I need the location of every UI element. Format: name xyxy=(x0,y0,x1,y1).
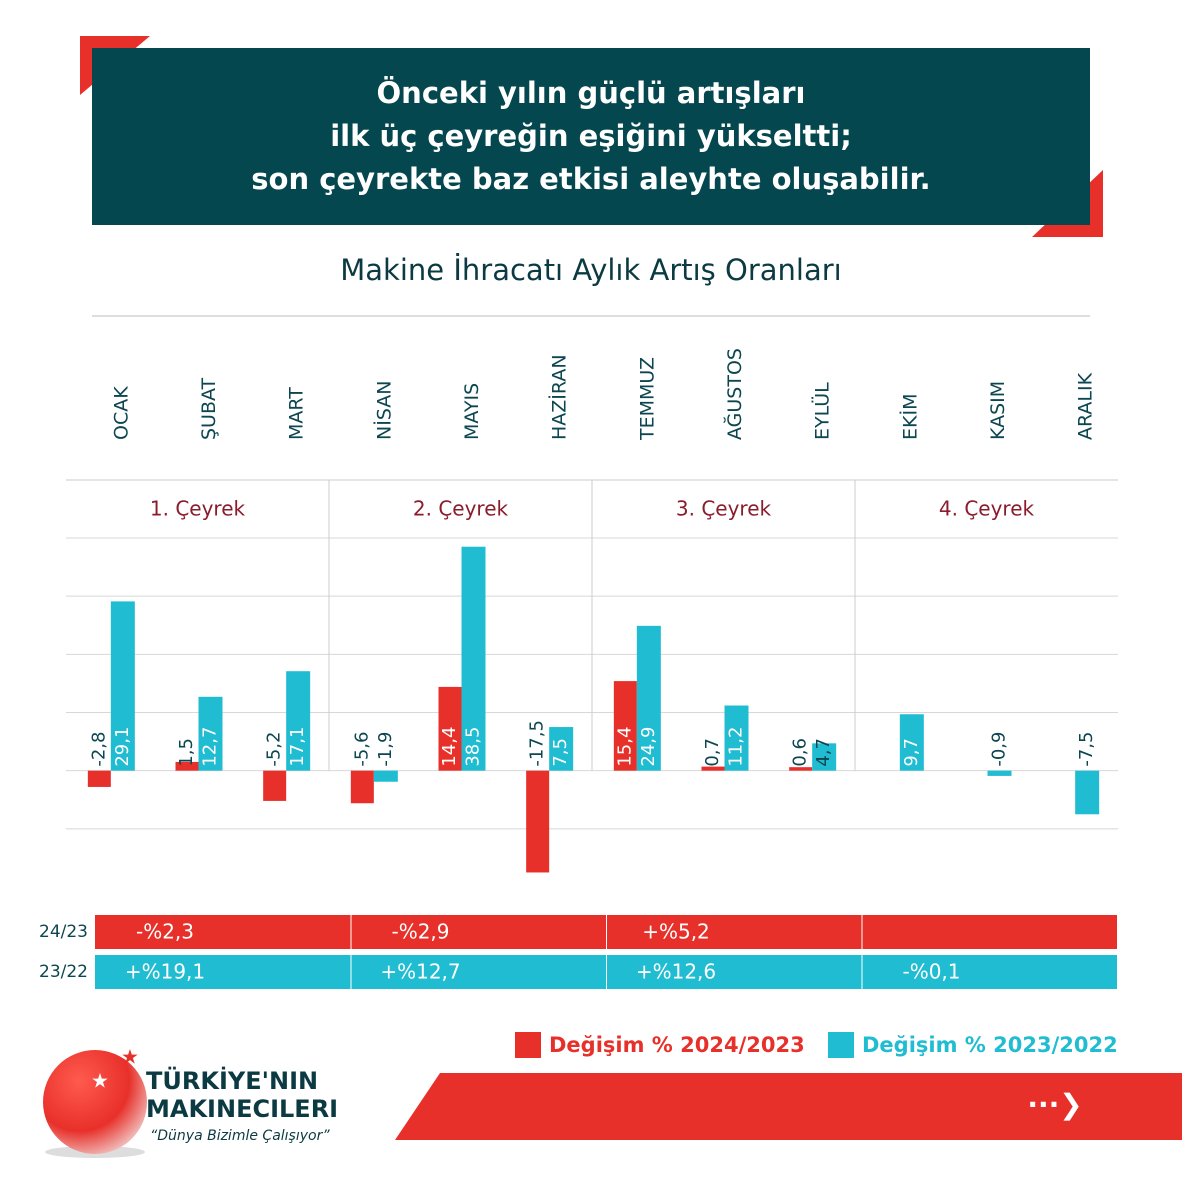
value-label: 9,7 xyxy=(901,738,922,767)
bar xyxy=(461,546,486,771)
row-label: 24/23 xyxy=(39,922,88,942)
bar xyxy=(899,714,924,771)
header-box xyxy=(92,48,1090,225)
x-tick-label: HAZİRAN xyxy=(548,354,571,440)
quarter-label: 1. Çeyrek xyxy=(150,497,246,521)
bar xyxy=(1075,770,1100,815)
x-tick-label: NİSAN xyxy=(372,381,395,440)
summary-value: -%2,3 xyxy=(136,920,194,944)
value-label: 14,4 xyxy=(439,727,460,767)
legend-label: Değişim % 2023/2022 xyxy=(862,1033,1118,1057)
bar xyxy=(724,705,749,771)
value-label: 15,4 xyxy=(614,727,635,767)
logo-text: MAKINECILERI xyxy=(146,1095,338,1123)
value-label: -1,9 xyxy=(375,732,396,767)
value-label: 11,2 xyxy=(726,727,747,767)
bar xyxy=(636,625,661,771)
value-label: 0,7 xyxy=(702,738,723,767)
bar xyxy=(987,770,1012,776)
quarter-label: 3. Çeyrek xyxy=(676,497,772,521)
summary-value: -%2,9 xyxy=(391,920,449,944)
value-label: 29,1 xyxy=(112,727,133,767)
nav-bar xyxy=(395,1073,1182,1140)
plot: 1. Çeyrek 2. Çeyrek 3. Çeyrek 4. Çeyrek OCAK… xyxy=(39,348,1118,1058)
legend-swatch xyxy=(828,1032,854,1058)
summary-cell xyxy=(862,955,1117,989)
summary-cell xyxy=(862,915,1117,949)
bar xyxy=(526,770,550,873)
row-label: 23/22 xyxy=(39,962,88,982)
summary-cell xyxy=(351,955,606,989)
value-label: 24,9 xyxy=(638,727,659,767)
bar xyxy=(175,761,199,771)
quarter-label: 4. Çeyrek xyxy=(939,497,1035,521)
summary-value: +%5,2 xyxy=(642,920,710,944)
value-label: 7,5 xyxy=(550,738,571,767)
x-tick-label: ŞUBAT xyxy=(198,377,220,440)
x-tick-label: ARALIK xyxy=(1075,372,1097,440)
x-tick-label: MAYIS xyxy=(461,383,483,440)
value-label: -5,6 xyxy=(351,732,372,767)
summary-value: +%19,1 xyxy=(125,960,205,984)
summary-value: -%0,1 xyxy=(902,960,960,984)
logo-text: TÜRKİYE'NIN xyxy=(146,1065,318,1095)
logo-star: ★ xyxy=(91,1069,109,1093)
x-tick-label: KASIM xyxy=(987,381,1009,440)
logo-ball xyxy=(43,1050,147,1154)
bar xyxy=(198,696,223,771)
value-label: 1,5 xyxy=(176,738,197,767)
value-label: 0,6 xyxy=(790,738,811,767)
header-line: Önceki yılın güçlü artışları xyxy=(377,76,806,110)
value-label: 38,5 xyxy=(463,727,484,767)
summary-cell xyxy=(95,955,351,989)
bar xyxy=(613,681,637,771)
x-tick-label: AĞUSTOS xyxy=(722,348,746,440)
summary-cell xyxy=(351,915,606,949)
bar xyxy=(263,770,287,801)
legend-label: Değişim % 2024/2023 xyxy=(549,1033,805,1057)
bar xyxy=(789,767,813,771)
x-tick-label: TEMMUZ xyxy=(636,357,658,441)
bar xyxy=(350,770,374,804)
logo-star: ★ xyxy=(121,1045,139,1069)
bar xyxy=(286,671,311,771)
header-line: ilk üç çeyreğin eşiğini yükseltti; xyxy=(330,119,852,153)
header-line: son çeyrekte baz etkisi aleyhte oluşabil… xyxy=(251,162,930,196)
bar xyxy=(549,727,574,771)
bar xyxy=(110,601,135,771)
quarter-label: 2. Çeyrek xyxy=(413,497,509,521)
summary-cell xyxy=(607,955,862,989)
value-label: 4,7 xyxy=(813,738,834,767)
value-label: 12,7 xyxy=(200,727,221,767)
chart-title: Makine İhracatı Aylık Artış Oranları xyxy=(340,253,841,287)
value-label: -17,5 xyxy=(527,720,548,767)
summary-cell xyxy=(607,915,862,949)
legend-swatch xyxy=(515,1032,541,1058)
nav-arrow[interactable]: ···❯ xyxy=(1027,1088,1082,1121)
value-label: -0,9 xyxy=(989,732,1010,767)
bar xyxy=(87,770,111,787)
bar xyxy=(373,770,398,782)
x-tick-label: OCAK xyxy=(110,386,132,440)
x-tick-label: MART xyxy=(286,387,308,440)
value-label: -2,8 xyxy=(88,732,109,767)
summary-value: +%12,6 xyxy=(636,960,716,984)
logo-slogan: “Dünya Bizimle Çalışıyor” xyxy=(150,1128,330,1144)
x-tick-label: EYLÜL xyxy=(811,382,834,440)
bar xyxy=(701,766,725,771)
x-tick-label: EKİM xyxy=(898,394,921,440)
bar xyxy=(812,743,837,771)
summary-value: +%12,7 xyxy=(380,960,460,984)
value-label: -7,5 xyxy=(1076,732,1097,767)
bar xyxy=(438,686,462,771)
summary-cell xyxy=(95,915,351,949)
value-label: 17,1 xyxy=(287,727,308,767)
value-label: -5,2 xyxy=(264,732,285,767)
